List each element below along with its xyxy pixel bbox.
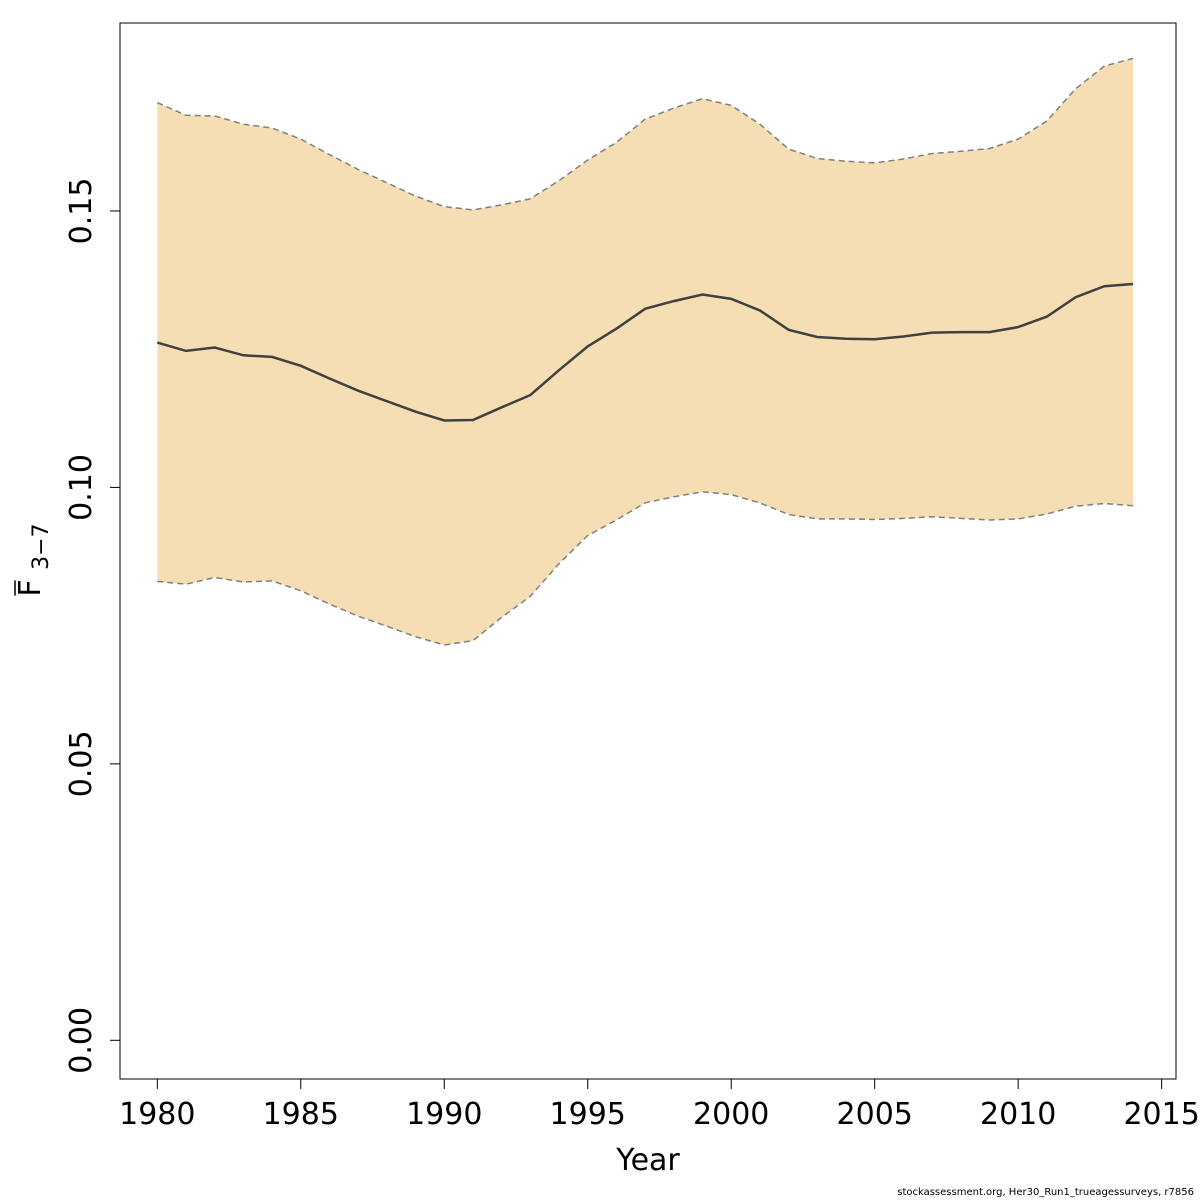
lower-bound-line (157, 491, 1134, 646)
y-tick-label: 0.05 (64, 730, 99, 797)
x-tick-label: 2010 (980, 1097, 1056, 1132)
confidence-band (157, 58, 1134, 645)
x-tick-label: 1990 (406, 1097, 482, 1132)
y-tick-label: 0.00 (64, 1007, 99, 1074)
y-axis-title-subscript: 3−7 (29, 523, 54, 569)
upper-bound-line (156, 57, 1134, 211)
x-tick-label: 1995 (550, 1097, 626, 1132)
x-axis: 1980 1985 1990 1995 2000 2005 2010 2015 (119, 1078, 1200, 1132)
x-tick-label: 2005 (837, 1097, 913, 1132)
y-tick-label: 0.10 (64, 454, 99, 521)
x-tick-label: 1980 (119, 1097, 195, 1132)
y-tick-label: 0.15 (64, 178, 99, 245)
y-axis-title-text: F 3−7 (13, 523, 54, 596)
y-axis: 0.00 0.05 0.10 0.15 (64, 178, 121, 1074)
estimate-line (156, 282, 1134, 422)
footer-credit: stockassessment.org, Her30_Run1_trueages… (897, 1187, 1194, 1198)
y-axis-title-base: F (13, 579, 48, 596)
x-tick-label: 1985 (263, 1097, 339, 1132)
x-axis-title: Year (615, 1143, 680, 1178)
x-tick-label: 2000 (693, 1097, 769, 1132)
x-tick-label: 2015 (1123, 1097, 1199, 1132)
y-axis-title: F 3−7 (13, 523, 54, 596)
